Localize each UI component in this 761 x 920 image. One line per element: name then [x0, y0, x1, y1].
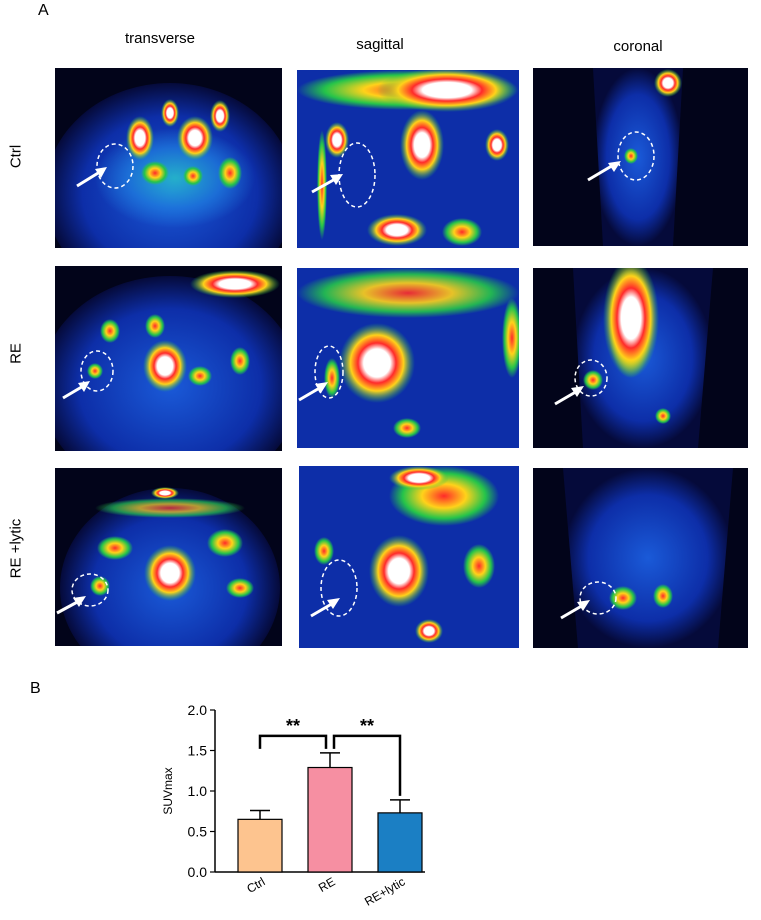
- significance-bracket: [258, 734, 328, 749]
- bar-ctrl: [237, 818, 283, 873]
- suvmax-bar-chart: 0.0 0.5 1.0 1.5 2.0 SUVmax Ctrl RE RE+lytic ** **: [161, 702, 425, 909]
- significance-bracket: [332, 734, 402, 796]
- pet-image: [55, 270, 282, 451]
- pet-image: [533, 268, 748, 448]
- column-header-sagittal: sagittal: [356, 36, 404, 53]
- y-tick-label: 1.0: [188, 783, 208, 799]
- pet-re-transverse: [55, 266, 282, 451]
- pet-image: [533, 468, 748, 648]
- bar-re-lytic: [377, 812, 423, 873]
- pet-image: [297, 268, 519, 448]
- y-tick-label: 2.0: [188, 702, 208, 718]
- pet-re-lytic-transverse: [55, 468, 282, 646]
- pet-image: [55, 468, 282, 646]
- bar-re: [307, 766, 353, 873]
- pet-image: [299, 466, 519, 648]
- x-tick-label: Ctrl: [244, 874, 267, 895]
- column-header-transverse: transverse: [124, 30, 196, 47]
- pet-re-lytic-sagittal: [299, 466, 519, 648]
- pet-ctrl-coronal: [533, 68, 748, 246]
- significance-label: **: [286, 716, 300, 736]
- panel-b-label: B: [30, 680, 41, 697]
- pet-re-sagittal: [297, 268, 519, 448]
- panel-a-label: A: [38, 2, 49, 19]
- pet-image: [297, 70, 519, 248]
- y-axis-label: SUVmax: [161, 767, 175, 814]
- pet-re-coronal: [533, 268, 748, 448]
- significance-label: **: [360, 716, 374, 736]
- pet-image: [533, 68, 748, 246]
- x-tick-label: RE+lytic: [362, 874, 407, 908]
- x-tick-label: RE: [316, 874, 337, 894]
- y-tick-label: 0.0: [188, 864, 208, 880]
- y-tick-label: 0.5: [188, 824, 208, 840]
- pet-image: [55, 83, 282, 248]
- pet-ctrl-transverse: [55, 68, 282, 248]
- row-header-re-lytic: RE +lytic: [7, 518, 25, 579]
- row-header-ctrl: Ctrl: [7, 144, 25, 169]
- pet-ctrl-sagittal: [297, 70, 519, 248]
- pet-re-lytic-coronal: [533, 468, 748, 648]
- row-header-re: RE: [7, 343, 25, 364]
- column-header-coronal: coronal: [613, 38, 663, 55]
- y-tick-label: 1.5: [188, 743, 208, 759]
